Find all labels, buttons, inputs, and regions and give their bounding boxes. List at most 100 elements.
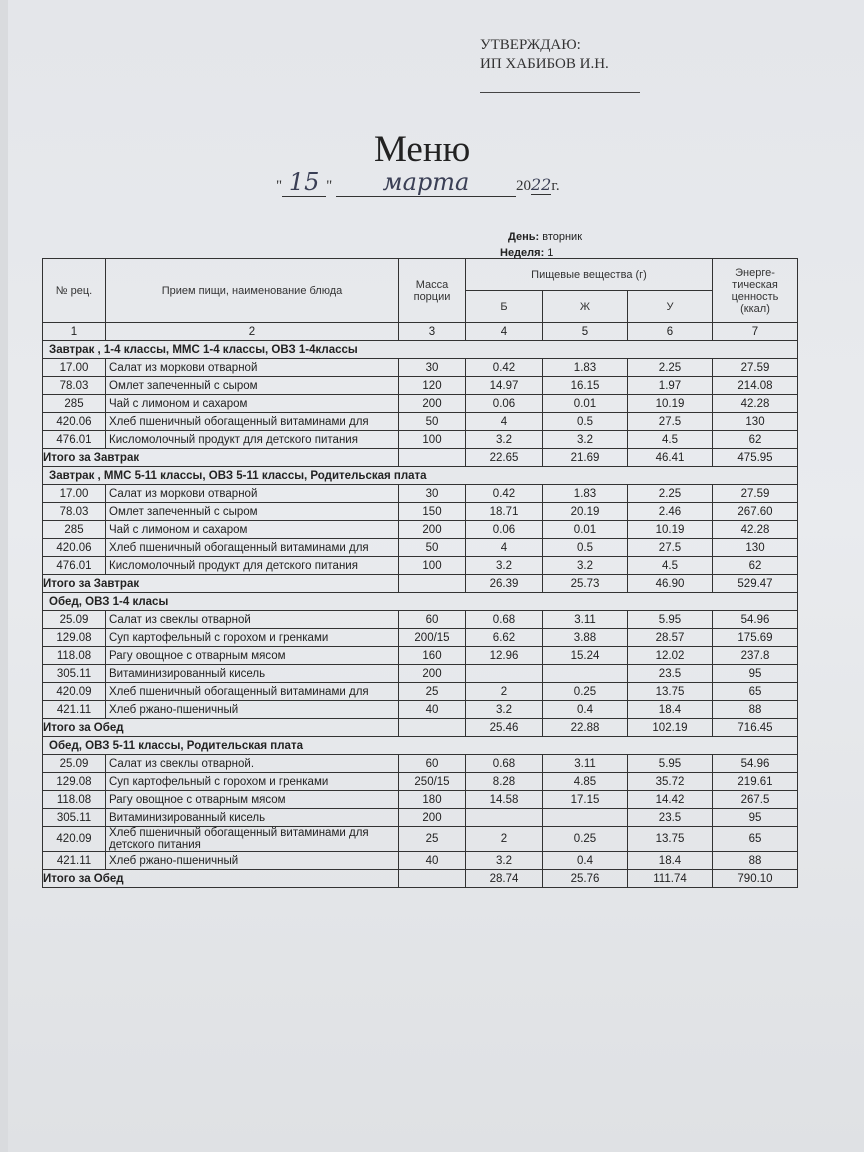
fat-cell: 3.11: [542, 754, 628, 773]
protein-cell: [465, 808, 543, 827]
date-year-hand: 22: [531, 175, 552, 195]
energy-cell: 237.8: [712, 646, 798, 665]
dish-name-cell: Хлеб ржано-пшеничный: [105, 851, 399, 870]
rec-no-cell: 17.00: [42, 358, 106, 377]
energy-cell: 42.28: [712, 394, 798, 413]
total-fat: 25.73: [542, 574, 628, 593]
column-number: 7: [712, 322, 798, 341]
total-protein: 26.39: [465, 574, 543, 593]
table-row: 305.11 Витаминизированный кисель 200 23.5 95: [42, 808, 798, 827]
dish-name-cell: Чай с лимоном и сахаром: [105, 520, 399, 539]
rec-no-cell: 305.11: [42, 808, 106, 827]
rec-no-cell: 118.08: [42, 646, 106, 665]
portion-mass-cell: 200/15: [398, 628, 466, 647]
rec-no-cell: 17.00: [42, 484, 106, 503]
header-nutrients: Пищевые вещества (г): [465, 258, 713, 291]
total-fat: 21.69: [542, 448, 628, 467]
table-row: 421.11 Хлеб ржано-пшеничный 40 3.2 0.4 18.4 88: [42, 700, 798, 719]
section-title: Завтрак , 1-4 классы, ММС 1-4 классы, ОВ…: [42, 340, 798, 359]
table-row: 118.08 Рагу овощное с отварным мясом 180 14…: [42, 790, 798, 809]
total-label: Итого за Обед: [42, 869, 399, 888]
carbs-cell: 28.57: [627, 628, 713, 647]
fat-cell: 0.4: [542, 700, 628, 719]
fat-cell: 1.83: [542, 484, 628, 503]
table-row: 129.08 Суп картофельный с горохом и гренк…: [42, 772, 798, 791]
column-number: 3: [398, 322, 466, 341]
section-title: Обед, ОВЗ 1-4 класы: [42, 592, 798, 611]
carbs-cell: 4.5: [627, 430, 713, 449]
energy-cell: 130: [712, 538, 798, 557]
portion-mass-cell: 150: [398, 502, 466, 521]
table-row: 420.09 Хлеб пшеничный обогащенный витамин…: [42, 682, 798, 701]
carbs-cell: 10.19: [627, 394, 713, 413]
rec-no-cell: 285: [42, 520, 106, 539]
protein-cell: 3.2: [465, 851, 543, 870]
header-u: У: [627, 290, 713, 323]
menu-table: № рец. Прием пищи, наименование блюда Ма…: [42, 258, 798, 888]
header-dish: Прием пищи, наименование блюда: [105, 258, 399, 323]
energy-cell: 219.61: [712, 772, 798, 791]
carbs-cell: 35.72: [627, 772, 713, 791]
table-row: 285 Чай с лимоном и сахаром 200 0.06 0.01 10.…: [42, 394, 798, 413]
week-value: 1: [547, 247, 554, 259]
energy-cell: 62: [712, 556, 798, 575]
section-title: Обед, ОВЗ 5-11 классы, Родительская плат…: [42, 736, 798, 755]
dish-name-cell: Хлеб пшеничный обогащенный витаминами дл…: [105, 538, 399, 557]
carbs-cell: 13.75: [627, 826, 713, 852]
portion-mass-cell: 100: [398, 430, 466, 449]
total-row: Итого за Завтрак 26.39 25.73 46.90 529.47: [42, 574, 798, 593]
protein-cell: 0.42: [465, 358, 543, 377]
protein-cell: 2: [465, 682, 543, 701]
fat-cell: 3.2: [542, 430, 628, 449]
day-info: День: вторник Неделя: 1: [500, 229, 582, 261]
table-row: 420.06 Хлеб пшеничный обогащенный витамин…: [42, 538, 798, 557]
carbs-cell: 23.5: [627, 808, 713, 827]
energy-cell: 62: [712, 430, 798, 449]
carbs-cell: 2.25: [627, 484, 713, 503]
portion-mass-cell: 40: [398, 700, 466, 719]
fat-cell: [542, 664, 628, 683]
fat-cell: 0.01: [542, 520, 628, 539]
total-carbs: 46.90: [627, 574, 713, 593]
empty-cell: [398, 718, 466, 737]
dish-name-cell: Салат из моркови отварной: [105, 358, 399, 377]
dish-name-cell: Салат из моркови отварной: [105, 484, 399, 503]
total-fat: 22.88: [542, 718, 628, 737]
column-number: 1: [42, 322, 106, 341]
portion-mass-cell: 200: [398, 664, 466, 683]
rec-no-cell: 129.08: [42, 772, 106, 791]
energy-cell: 27.59: [712, 358, 798, 377]
week-label: Неделя:: [500, 247, 545, 259]
total-energy: 475.95: [712, 448, 798, 467]
rec-no-cell: 118.08: [42, 790, 106, 809]
portion-mass-cell: 200: [398, 520, 466, 539]
table-row: 17.00 Салат из моркови отварной 30 0.42 1.83…: [42, 358, 798, 377]
fat-cell: 3.2: [542, 556, 628, 575]
total-carbs: 102.19: [627, 718, 713, 737]
protein-cell: 14.97: [465, 376, 543, 395]
table-row: 25.09 Салат из свеклы отварной 60 0.68 3.11 5…: [42, 610, 798, 629]
protein-cell: 0.68: [465, 754, 543, 773]
table-row: 129.08 Суп картофельный с горохом и гренк…: [42, 628, 798, 647]
carbs-cell: 27.5: [627, 538, 713, 557]
total-row: Итого за Обед 25.46 22.88 102.19 716.45: [42, 718, 798, 737]
energy-cell: 88: [712, 700, 798, 719]
signature-line: [480, 92, 640, 93]
total-carbs: 111.74: [627, 869, 713, 888]
carbs-cell: 12.02: [627, 646, 713, 665]
portion-mass-cell: 250/15: [398, 772, 466, 791]
column-number: 2: [105, 322, 399, 341]
energy-cell: 65: [712, 826, 798, 852]
portion-mass-cell: 180: [398, 790, 466, 809]
date-month: марта: [336, 168, 516, 197]
carbs-cell: 10.19: [627, 520, 713, 539]
protein-cell: 18.71: [465, 502, 543, 521]
fat-cell: 0.5: [542, 538, 628, 557]
day-label: День:: [508, 231, 540, 243]
section-row: Завтрак , ММС 5-11 классы, ОВЗ 5-11 клас…: [42, 466, 798, 485]
section-row: Обед, ОВЗ 5-11 классы, Родительская плат…: [42, 736, 798, 755]
section-title: Завтрак , ММС 5-11 классы, ОВЗ 5-11 клас…: [42, 466, 798, 485]
rec-no-cell: 25.09: [42, 610, 106, 629]
carbs-cell: 1.97: [627, 376, 713, 395]
rec-no-cell: 420.09: [42, 682, 106, 701]
